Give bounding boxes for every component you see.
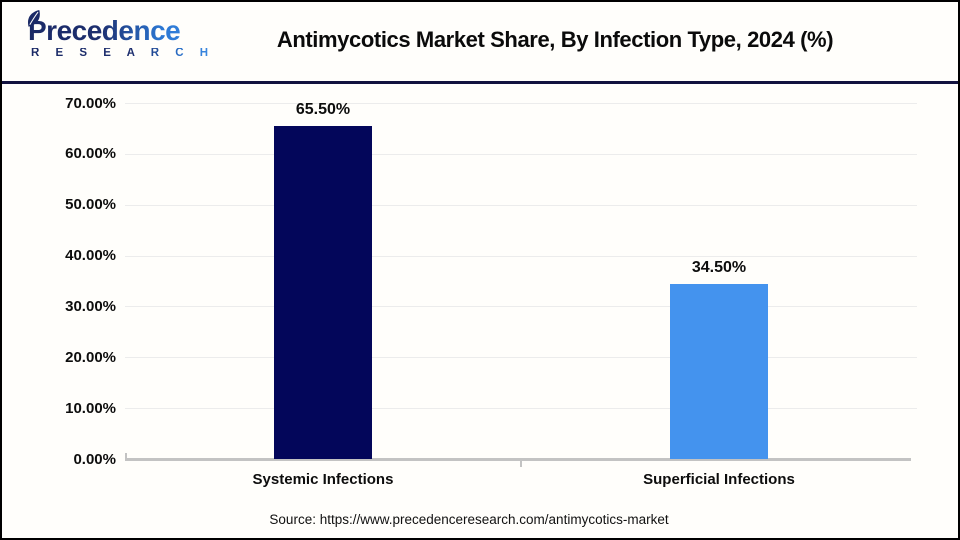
logo-brand-text: Precedence: [28, 17, 215, 45]
gridline: [125, 153, 917, 155]
x-axis-category-label: Systemic Infections: [252, 471, 394, 488]
y-axis-tick-label: 0.00%: [73, 450, 116, 468]
y-axis-tick-label: 60.00%: [65, 145, 116, 163]
x-axis-line: [125, 458, 911, 461]
gridline: [125, 408, 917, 410]
bar-value-label: 65.50%: [295, 100, 351, 118]
logo-sub-text: R E S E A R C H: [31, 47, 215, 59]
x-axis-category-label: Superficial Infections: [643, 471, 795, 488]
header: Precedence R E S E A R C H Antimycotics …: [2, 2, 958, 80]
y-axis-tick-label: 10.00%: [65, 399, 116, 417]
bar-systemic-infections: [274, 125, 372, 459]
gridline: [125, 204, 917, 206]
gridline: [125, 306, 917, 308]
x-axis-mid-tick: [520, 461, 522, 467]
y-axis-tick-label: 20.00%: [65, 348, 116, 366]
header-divider: [2, 81, 958, 84]
y-axis-stub-tick: [125, 453, 127, 458]
chart-title: Antimycotics Market Share, By Infection …: [276, 27, 834, 52]
bar-superficial-infections: [670, 283, 768, 459]
y-axis-tick-label: 30.00%: [65, 297, 116, 315]
bar-value-label: 34.50%: [691, 258, 747, 276]
gridline: [125, 255, 917, 257]
source-note: Source: https://www.precedenceresearch.c…: [269, 512, 669, 527]
y-axis-tick-label: 70.00%: [65, 94, 116, 112]
gridline: [125, 357, 917, 359]
leaf-icon: [28, 10, 40, 27]
y-axis-tick-label: 50.00%: [65, 196, 116, 214]
precedence-research-logo: Precedence R E S E A R C H: [28, 10, 215, 60]
gridline: [125, 103, 917, 104]
y-axis-tick-label: 40.00%: [65, 247, 116, 265]
